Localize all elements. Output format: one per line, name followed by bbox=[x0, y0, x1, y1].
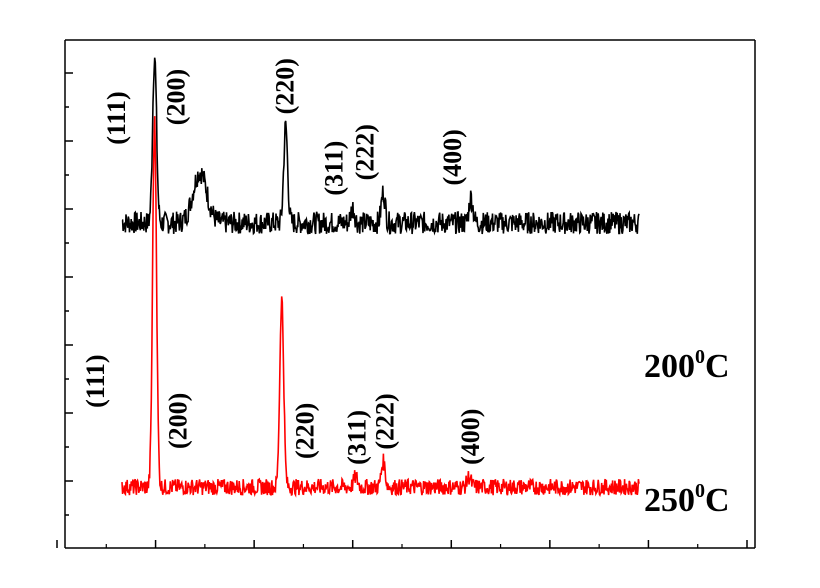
series-label-0: 2000C bbox=[644, 346, 730, 385]
peak-label: (111) bbox=[81, 354, 110, 407]
peak-label: (200) bbox=[162, 69, 191, 125]
series-label-1: 2500C bbox=[644, 480, 730, 519]
peak-label: (220) bbox=[291, 403, 320, 459]
series-traces bbox=[121, 57, 640, 498]
peak-labels: (111) (200) (220)(311) (222) (400)(111)(200)… bbox=[81, 58, 485, 465]
peak-label: (220) bbox=[271, 58, 300, 114]
peak-label: (311) bbox=[343, 410, 372, 465]
peak-label: (222) bbox=[350, 124, 379, 180]
plot-frame bbox=[64, 39, 756, 549]
peak-label: (400) bbox=[438, 129, 467, 185]
peak-label: (400) bbox=[456, 409, 485, 465]
axis-ticks bbox=[56, 72, 748, 548]
series-labels: 2000C 2500C bbox=[644, 346, 730, 519]
series-line-1 bbox=[121, 116, 640, 498]
series-line-0 bbox=[121, 57, 640, 236]
peak-label: (111) bbox=[102, 91, 131, 144]
peak-label: (200) bbox=[164, 393, 193, 449]
peak-label: (311) bbox=[320, 141, 349, 196]
peak-label: (222) bbox=[370, 393, 399, 449]
